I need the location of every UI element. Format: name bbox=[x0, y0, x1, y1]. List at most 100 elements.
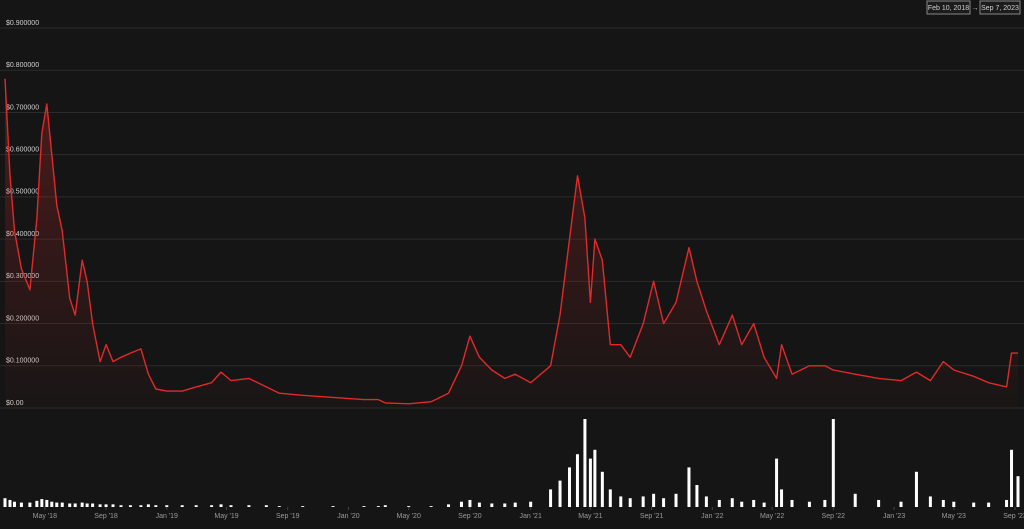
volume-bar bbox=[277, 506, 281, 507]
x-tick-label: Jan '19 bbox=[156, 513, 178, 520]
volume-bar bbox=[928, 496, 932, 507]
volume-bar bbox=[717, 499, 721, 507]
volume-bar bbox=[952, 501, 956, 507]
volume-bar bbox=[19, 502, 23, 507]
volume-bar bbox=[549, 489, 553, 507]
volume-bar bbox=[12, 501, 16, 507]
volume-bar bbox=[429, 506, 433, 507]
volume-bar bbox=[229, 505, 233, 507]
volume-bar bbox=[180, 505, 184, 507]
volume-bar bbox=[119, 505, 123, 507]
volume-bar bbox=[331, 506, 335, 507]
volume-bar bbox=[490, 503, 494, 507]
volume-bar bbox=[972, 502, 976, 507]
volume-bar bbox=[73, 503, 77, 507]
volume-bar bbox=[376, 506, 380, 507]
volume-bar bbox=[941, 499, 945, 507]
volume-bar bbox=[600, 471, 604, 507]
x-tick-label: May '21 bbox=[578, 513, 602, 520]
x-tick-label: Jan '23 bbox=[883, 513, 905, 520]
volume-bar bbox=[740, 501, 744, 507]
volume-bar bbox=[447, 504, 451, 507]
volume-bar bbox=[823, 499, 827, 507]
volume-bar bbox=[853, 493, 857, 507]
volume-bar bbox=[529, 501, 533, 507]
volume-bar bbox=[1016, 476, 1020, 507]
volume-bar bbox=[68, 503, 72, 507]
volume-bar bbox=[111, 504, 115, 507]
volume-bar bbox=[85, 503, 89, 507]
volume-bar bbox=[301, 506, 305, 507]
volume-bar bbox=[987, 502, 991, 507]
volume-bar bbox=[687, 467, 691, 507]
volume-bar bbox=[98, 504, 102, 507]
volume-bar bbox=[641, 496, 645, 507]
range-start[interactable]: Feb 10, 2018 bbox=[928, 5, 969, 12]
volume-bar bbox=[91, 503, 95, 507]
volume-bar bbox=[194, 505, 198, 507]
x-tick-label: Sep '23 bbox=[1003, 513, 1024, 520]
x-tick-label: May '23 bbox=[942, 513, 966, 520]
price-area bbox=[5, 78, 1018, 408]
volume-bar bbox=[383, 505, 387, 507]
volume-bar bbox=[154, 505, 158, 507]
volume-bar bbox=[40, 499, 44, 507]
volume-bar bbox=[407, 506, 411, 507]
volume-bar bbox=[567, 467, 571, 507]
x-tick-label: Sep '19 bbox=[276, 513, 300, 520]
volume-bar bbox=[8, 499, 12, 507]
volume-bar bbox=[362, 506, 366, 507]
volume-bar bbox=[80, 502, 84, 507]
volume-bar bbox=[264, 505, 268, 507]
range-end-box[interactable] bbox=[979, 0, 1021, 15]
volume-bar bbox=[477, 502, 481, 507]
volume-bar bbox=[459, 501, 463, 507]
y-tick-label: $0.800000 bbox=[6, 62, 39, 69]
volume-bar bbox=[104, 504, 108, 507]
range-start-box[interactable] bbox=[926, 0, 971, 15]
volume-bar bbox=[662, 498, 666, 507]
volume-bar bbox=[583, 419, 587, 507]
volume-bar bbox=[704, 496, 708, 507]
volume-bar bbox=[695, 485, 699, 507]
y-tick-label: $0.600000 bbox=[6, 147, 39, 154]
volume-bar bbox=[877, 499, 881, 507]
y-tick-label: $0.400000 bbox=[6, 231, 39, 238]
x-tick-label: Sep '21 bbox=[640, 513, 664, 520]
volume-bar bbox=[60, 502, 64, 507]
x-tick-label: Sep '22 bbox=[822, 513, 846, 520]
volume-bar bbox=[628, 498, 632, 507]
x-tick-label: May '20 bbox=[397, 513, 421, 520]
volume-bar bbox=[45, 499, 49, 507]
volume-bar bbox=[807, 501, 811, 507]
volume-bar bbox=[608, 489, 612, 507]
range-end[interactable]: Sep 7, 2023 bbox=[981, 5, 1019, 12]
x-tick-label: Jan '21 bbox=[519, 513, 541, 520]
volume-bar bbox=[752, 499, 756, 507]
price-line bbox=[4, 78, 1018, 405]
x-tick-label: Jan '20 bbox=[337, 513, 359, 520]
volume-bar bbox=[790, 499, 794, 507]
volume-bar bbox=[899, 501, 903, 507]
x-tick-label: Sep '20 bbox=[458, 513, 482, 520]
volume-bar bbox=[831, 419, 835, 507]
volume-bar bbox=[588, 458, 592, 507]
x-tick-label: Sep '18 bbox=[94, 513, 118, 520]
volume-bar bbox=[3, 498, 7, 507]
volume-bar bbox=[674, 493, 678, 507]
volume-bar bbox=[914, 471, 918, 507]
volume-bar bbox=[210, 505, 214, 507]
volume-bar bbox=[503, 503, 507, 507]
y-tick-label: $0.900000 bbox=[6, 20, 39, 27]
volume-bar bbox=[730, 498, 734, 507]
y-tick-label: $0.500000 bbox=[6, 189, 39, 196]
volume-bar bbox=[575, 454, 579, 507]
volume-bar bbox=[775, 458, 779, 507]
volume-bar bbox=[468, 499, 472, 507]
volume-bar bbox=[219, 504, 223, 507]
volume-bar bbox=[593, 449, 597, 507]
x-tick-label: Jan '22 bbox=[701, 513, 723, 520]
y-tick-label: $0.700000 bbox=[6, 104, 39, 111]
